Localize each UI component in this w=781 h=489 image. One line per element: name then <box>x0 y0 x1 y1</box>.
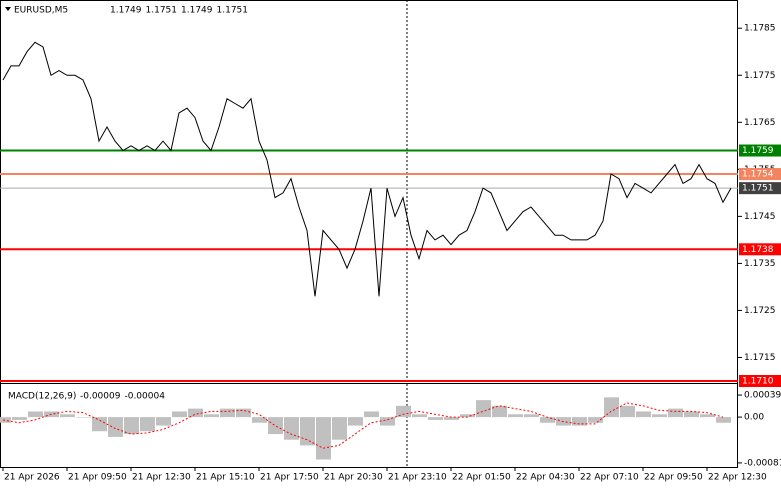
plot-frame <box>0 0 738 468</box>
level-label: 1.1738 <box>742 245 774 255</box>
price-line <box>2 41 732 297</box>
x-tick-label: 22 Apr 12:30 <box>708 473 767 483</box>
macd-bar <box>188 408 203 418</box>
x-tick-label: 22 Apr 09:50 <box>644 473 703 483</box>
macd-bar <box>268 417 283 435</box>
macd-bar <box>156 417 171 426</box>
macd-bar <box>572 417 587 426</box>
macd-readout: -0.00004 <box>124 392 165 402</box>
level-label: 1.1754 <box>742 170 774 180</box>
macd-bar <box>492 405 507 418</box>
y-tick-label: 1.1715 <box>744 353 776 363</box>
macd-bar <box>508 414 523 418</box>
symbol-title: EURUSD,M5 <box>14 6 68 16</box>
x-tick-label: 21 Apr 2026 <box>4 473 60 483</box>
macd-bar <box>620 405 635 418</box>
ohlc-value: 1.1751 <box>217 6 249 16</box>
macd-bar <box>12 417 27 420</box>
macd-bar <box>524 414 539 418</box>
x-tick-label: 21 Apr 12:30 <box>132 473 191 483</box>
macd-bar <box>540 417 555 423</box>
x-tick-label: 21 Apr 23:10 <box>388 473 447 483</box>
macd-bar <box>140 417 155 432</box>
macd-bar <box>300 417 315 446</box>
level-label-box <box>739 182 781 195</box>
macd-bar <box>28 411 43 418</box>
x-tick-label: 22 Apr 01:50 <box>452 473 511 483</box>
x-tick-label: 22 Apr 04:30 <box>516 473 575 483</box>
macd-bar <box>108 417 123 437</box>
macd-bar <box>428 417 443 420</box>
macd-bar <box>172 411 187 418</box>
macd-bar <box>684 411 699 418</box>
x-tick-label: 21 Apr 17:50 <box>260 473 319 483</box>
macd-bar <box>396 405 411 418</box>
macd-bar <box>380 417 395 426</box>
macd-bar <box>60 414 75 418</box>
macd-bar <box>716 417 731 423</box>
macd-bar <box>348 417 363 426</box>
macd-bar <box>0 417 11 423</box>
macd-bar <box>332 417 347 440</box>
macd-bar <box>700 414 715 418</box>
macd-bar <box>204 414 219 418</box>
y-tick-label: 0.00039 <box>744 391 781 401</box>
level-label-box <box>739 243 781 256</box>
macd-bar <box>236 408 251 418</box>
macd-bar <box>364 411 379 418</box>
macd-bar <box>412 414 427 418</box>
y-tick-label: -0.00081 <box>744 458 781 468</box>
macd-bar <box>124 417 139 435</box>
macd-bar <box>668 408 683 418</box>
y-tick-label: 1.1735 <box>744 259 776 269</box>
level-label: 1.1751 <box>742 184 774 194</box>
macd-readout: -0.00009 <box>80 392 121 402</box>
macd-title: MACD(12,26,9) <box>8 392 76 402</box>
level-label-box <box>739 375 781 387</box>
y-tick-label: 1.1785 <box>744 24 776 34</box>
macd-bar <box>604 397 619 418</box>
ohlc-value: 1.1751 <box>146 6 178 16</box>
level-label: 1.1759 <box>742 146 774 156</box>
macd-bar <box>220 408 235 418</box>
y-tick-label: 1.1745 <box>744 212 776 222</box>
macd-bar <box>252 417 267 423</box>
x-tick-label: 21 Apr 20:30 <box>324 473 383 483</box>
macd-bar <box>284 417 299 440</box>
macd-bar <box>636 411 651 418</box>
macd-bar <box>476 400 491 418</box>
macd-bar <box>92 417 107 432</box>
menu-arrow <box>5 7 11 11</box>
ohlc-value: 1.1749 <box>181 6 213 16</box>
macd-bar <box>76 417 91 418</box>
x-tick-label: 21 Apr 15:10 <box>196 473 255 483</box>
level-label-box <box>739 144 781 157</box>
y-tick-label: 1.1765 <box>744 118 776 128</box>
macd-bar <box>444 417 459 420</box>
y-tick-label: 1.1725 <box>744 306 776 316</box>
y-tick-label: 1.1775 <box>744 71 776 81</box>
macd-bar <box>652 414 667 418</box>
ohlc-value: 1.1749 <box>110 6 142 16</box>
level-label: 1.1710 <box>742 377 774 387</box>
macd-bar <box>588 417 603 423</box>
macd-bar <box>460 414 475 418</box>
macd-bar <box>316 417 331 460</box>
x-tick-label: 22 Apr 07:10 <box>580 473 639 483</box>
signal-line <box>2 402 724 449</box>
x-tick-label: 21 Apr 09:50 <box>68 473 127 483</box>
level-label-box <box>739 168 781 181</box>
y-tick-label: 0.00 <box>744 413 764 423</box>
